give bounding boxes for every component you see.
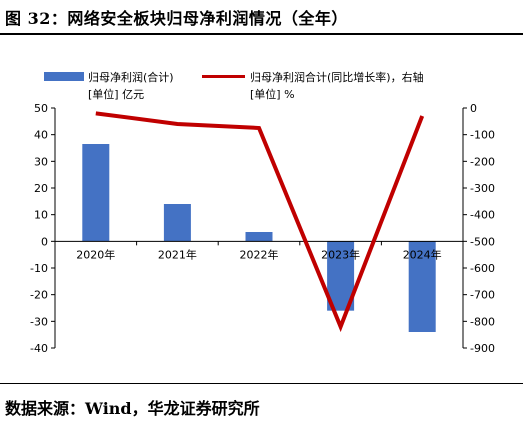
bar [245,232,273,242]
bar [408,241,436,332]
y-right-tick-label: -700 [470,289,495,302]
y-right-tick-label: -300 [470,182,495,195]
top-rule [0,33,523,35]
plot-area: 50403020100-10-20-30-400-100-200-300-400… [30,102,495,355]
source-note: 数据来源：Wind，华龙证券研究所 [5,399,260,418]
y-left-tick-label: 0 [41,235,48,248]
legend-bar-swatch [44,72,84,81]
y-right-tick-label: -500 [470,235,495,248]
legend-bar-name: 归母净利润(合计) [88,70,174,84]
legend-bar-unit: [单位] 亿元 [88,87,144,101]
y-right-tick-label: -100 [470,129,495,142]
x-tick-label: 2022年 [240,247,279,261]
legend-line-unit: [单位] % [250,87,295,101]
y-right-tick-label: -800 [470,315,495,328]
y-left-tick-label: -40 [30,342,48,355]
bar [163,204,191,242]
y-left-tick-label: -10 [30,262,48,275]
y-right-tick-label: -400 [470,209,495,222]
x-tick-label: 2020年 [76,247,115,261]
y-left-tick-label: 10 [34,209,48,222]
x-tick-label: 2021年 [158,247,197,261]
y-left-tick-label: 50 [34,102,48,115]
figure-title: 图 32：网络安全板块归母净利润情况（全年） [5,9,348,28]
legend: 归母净利润(合计) [单位] 亿元 归母净利润合计(同比增长率)，右轴 [单位]… [44,70,424,101]
y-left-tick-label: 30 [34,155,48,168]
y-left-tick-label: -20 [30,289,48,302]
legend-line-name: 归母净利润合计(同比增长率)，右轴 [250,70,424,84]
bar [82,144,110,242]
y-right-tick-label: -900 [470,342,495,355]
y-right-tick-label: 0 [470,102,477,115]
bottom-rule [0,383,523,384]
y-left-tick-label: -30 [30,315,48,328]
x-tick-label: 2024年 [403,247,442,261]
y-right-tick-label: -600 [470,262,495,275]
growth-rate-line [95,111,425,333]
y-left-tick-label: 40 [34,129,48,142]
x-tick-label: 2023年 [321,247,360,261]
y-right-tick-label: -200 [470,155,495,168]
y-left-tick-label: 20 [34,182,48,195]
